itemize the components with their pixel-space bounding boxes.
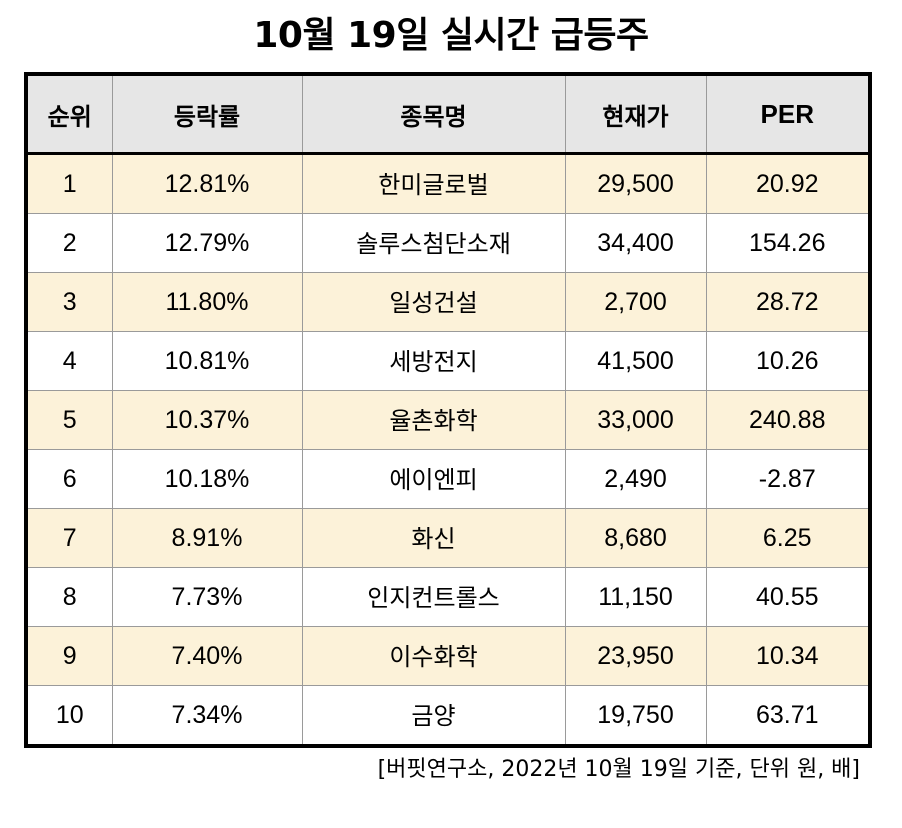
cell-change-rate: 10.37% [111, 390, 303, 450]
table-header-row: 순위 등락률 종목명 현재가 PER [25, 74, 871, 155]
cell-rank: 2 [25, 213, 113, 273]
cell-current-price: 2,490 [564, 449, 707, 509]
cell-per: 10.34 [705, 626, 871, 686]
table-row: 3 11.80% 일성건설 2,700 28.72 [25, 272, 871, 332]
cell-stock-name: 한미글로벌 [301, 153, 566, 214]
table-row: 6 10.18% 에이엔피 2,490 -2.87 [25, 449, 871, 509]
cell-stock-name: 솔루스첨단소재 [301, 213, 566, 273]
column-header-change-rate: 등락률 [111, 74, 303, 155]
table-row: 5 10.37% 율촌화학 33,000 240.88 [25, 390, 871, 450]
cell-per: 20.92 [705, 153, 871, 214]
cell-stock-name: 화신 [301, 508, 566, 568]
table-row: 2 12.79% 솔루스첨단소재 34,400 154.26 [25, 213, 871, 273]
table-row: 9 7.40% 이수화학 23,950 10.34 [25, 626, 871, 686]
cell-per: -2.87 [705, 449, 871, 509]
cell-change-rate: 7.40% [111, 626, 303, 686]
table-row: 7 8.91% 화신 8,680 6.25 [25, 508, 871, 568]
cell-stock-name: 금양 [301, 685, 566, 747]
cell-per: 240.88 [705, 390, 871, 450]
page-title: 10월 19일 실시간 급등주 [253, 15, 649, 56]
cell-current-price: 8,680 [564, 508, 707, 568]
cell-stock-name: 에이엔피 [301, 449, 566, 509]
cell-rank: 5 [25, 390, 113, 450]
cell-change-rate: 11.80% [111, 272, 303, 332]
cell-rank: 1 [25, 153, 113, 214]
column-header-current-price: 현재가 [564, 74, 707, 155]
cell-rank: 6 [25, 449, 113, 509]
column-header-per: PER [705, 74, 871, 155]
cell-current-price: 2,700 [564, 272, 707, 332]
cell-current-price: 34,400 [564, 213, 707, 273]
cell-change-rate: 7.73% [111, 567, 303, 627]
table-row: 8 7.73% 인지컨트롤스 11,150 40.55 [25, 567, 871, 627]
table-row: 1 12.81% 한미글로벌 29,500 20.92 [25, 153, 871, 214]
cell-current-price: 11,150 [564, 567, 707, 627]
cell-per: 10.26 [705, 331, 871, 391]
cell-current-price: 33,000 [564, 390, 707, 450]
source-note: [버핏연구소, 2022년 10월 19일 기준, 단위 원, 배] [377, 757, 860, 782]
cell-change-rate: 12.81% [111, 153, 303, 214]
cell-change-rate: 8.91% [111, 508, 303, 568]
cell-current-price: 23,950 [564, 626, 707, 686]
cell-change-rate: 10.18% [111, 449, 303, 509]
cell-rank: 10 [25, 685, 113, 747]
cell-rank: 7 [25, 508, 113, 568]
cell-rank: 3 [25, 272, 113, 332]
surge-stocks-table: 순위 등락률 종목명 현재가 PER 1 12.81% 한미글로벌 29,500… [24, 72, 872, 748]
cell-change-rate: 7.34% [111, 685, 303, 747]
cell-rank: 4 [25, 331, 113, 391]
table-row: 10 7.34% 금양 19,750 63.71 [25, 685, 871, 747]
column-header-rank: 순위 [25, 74, 113, 155]
table-row: 4 10.81% 세방전지 41,500 10.26 [25, 331, 871, 391]
cell-stock-name: 일성건설 [301, 272, 566, 332]
cell-stock-name: 이수화학 [301, 626, 566, 686]
cell-stock-name: 율촌화학 [301, 390, 566, 450]
cell-per: 6.25 [705, 508, 871, 568]
cell-current-price: 19,750 [564, 685, 707, 747]
cell-current-price: 41,500 [564, 331, 707, 391]
cell-change-rate: 12.79% [111, 213, 303, 273]
cell-rank: 8 [25, 567, 113, 627]
cell-per: 154.26 [705, 213, 871, 273]
cell-per: 63.71 [705, 685, 871, 747]
cell-current-price: 29,500 [564, 153, 707, 214]
cell-stock-name: 세방전지 [301, 331, 566, 391]
cell-rank: 9 [25, 626, 113, 686]
cell-per: 28.72 [705, 272, 871, 332]
column-header-stock-name: 종목명 [301, 74, 566, 155]
cell-per: 40.55 [705, 567, 871, 627]
cell-change-rate: 10.81% [111, 331, 303, 391]
cell-stock-name: 인지컨트롤스 [301, 567, 566, 627]
